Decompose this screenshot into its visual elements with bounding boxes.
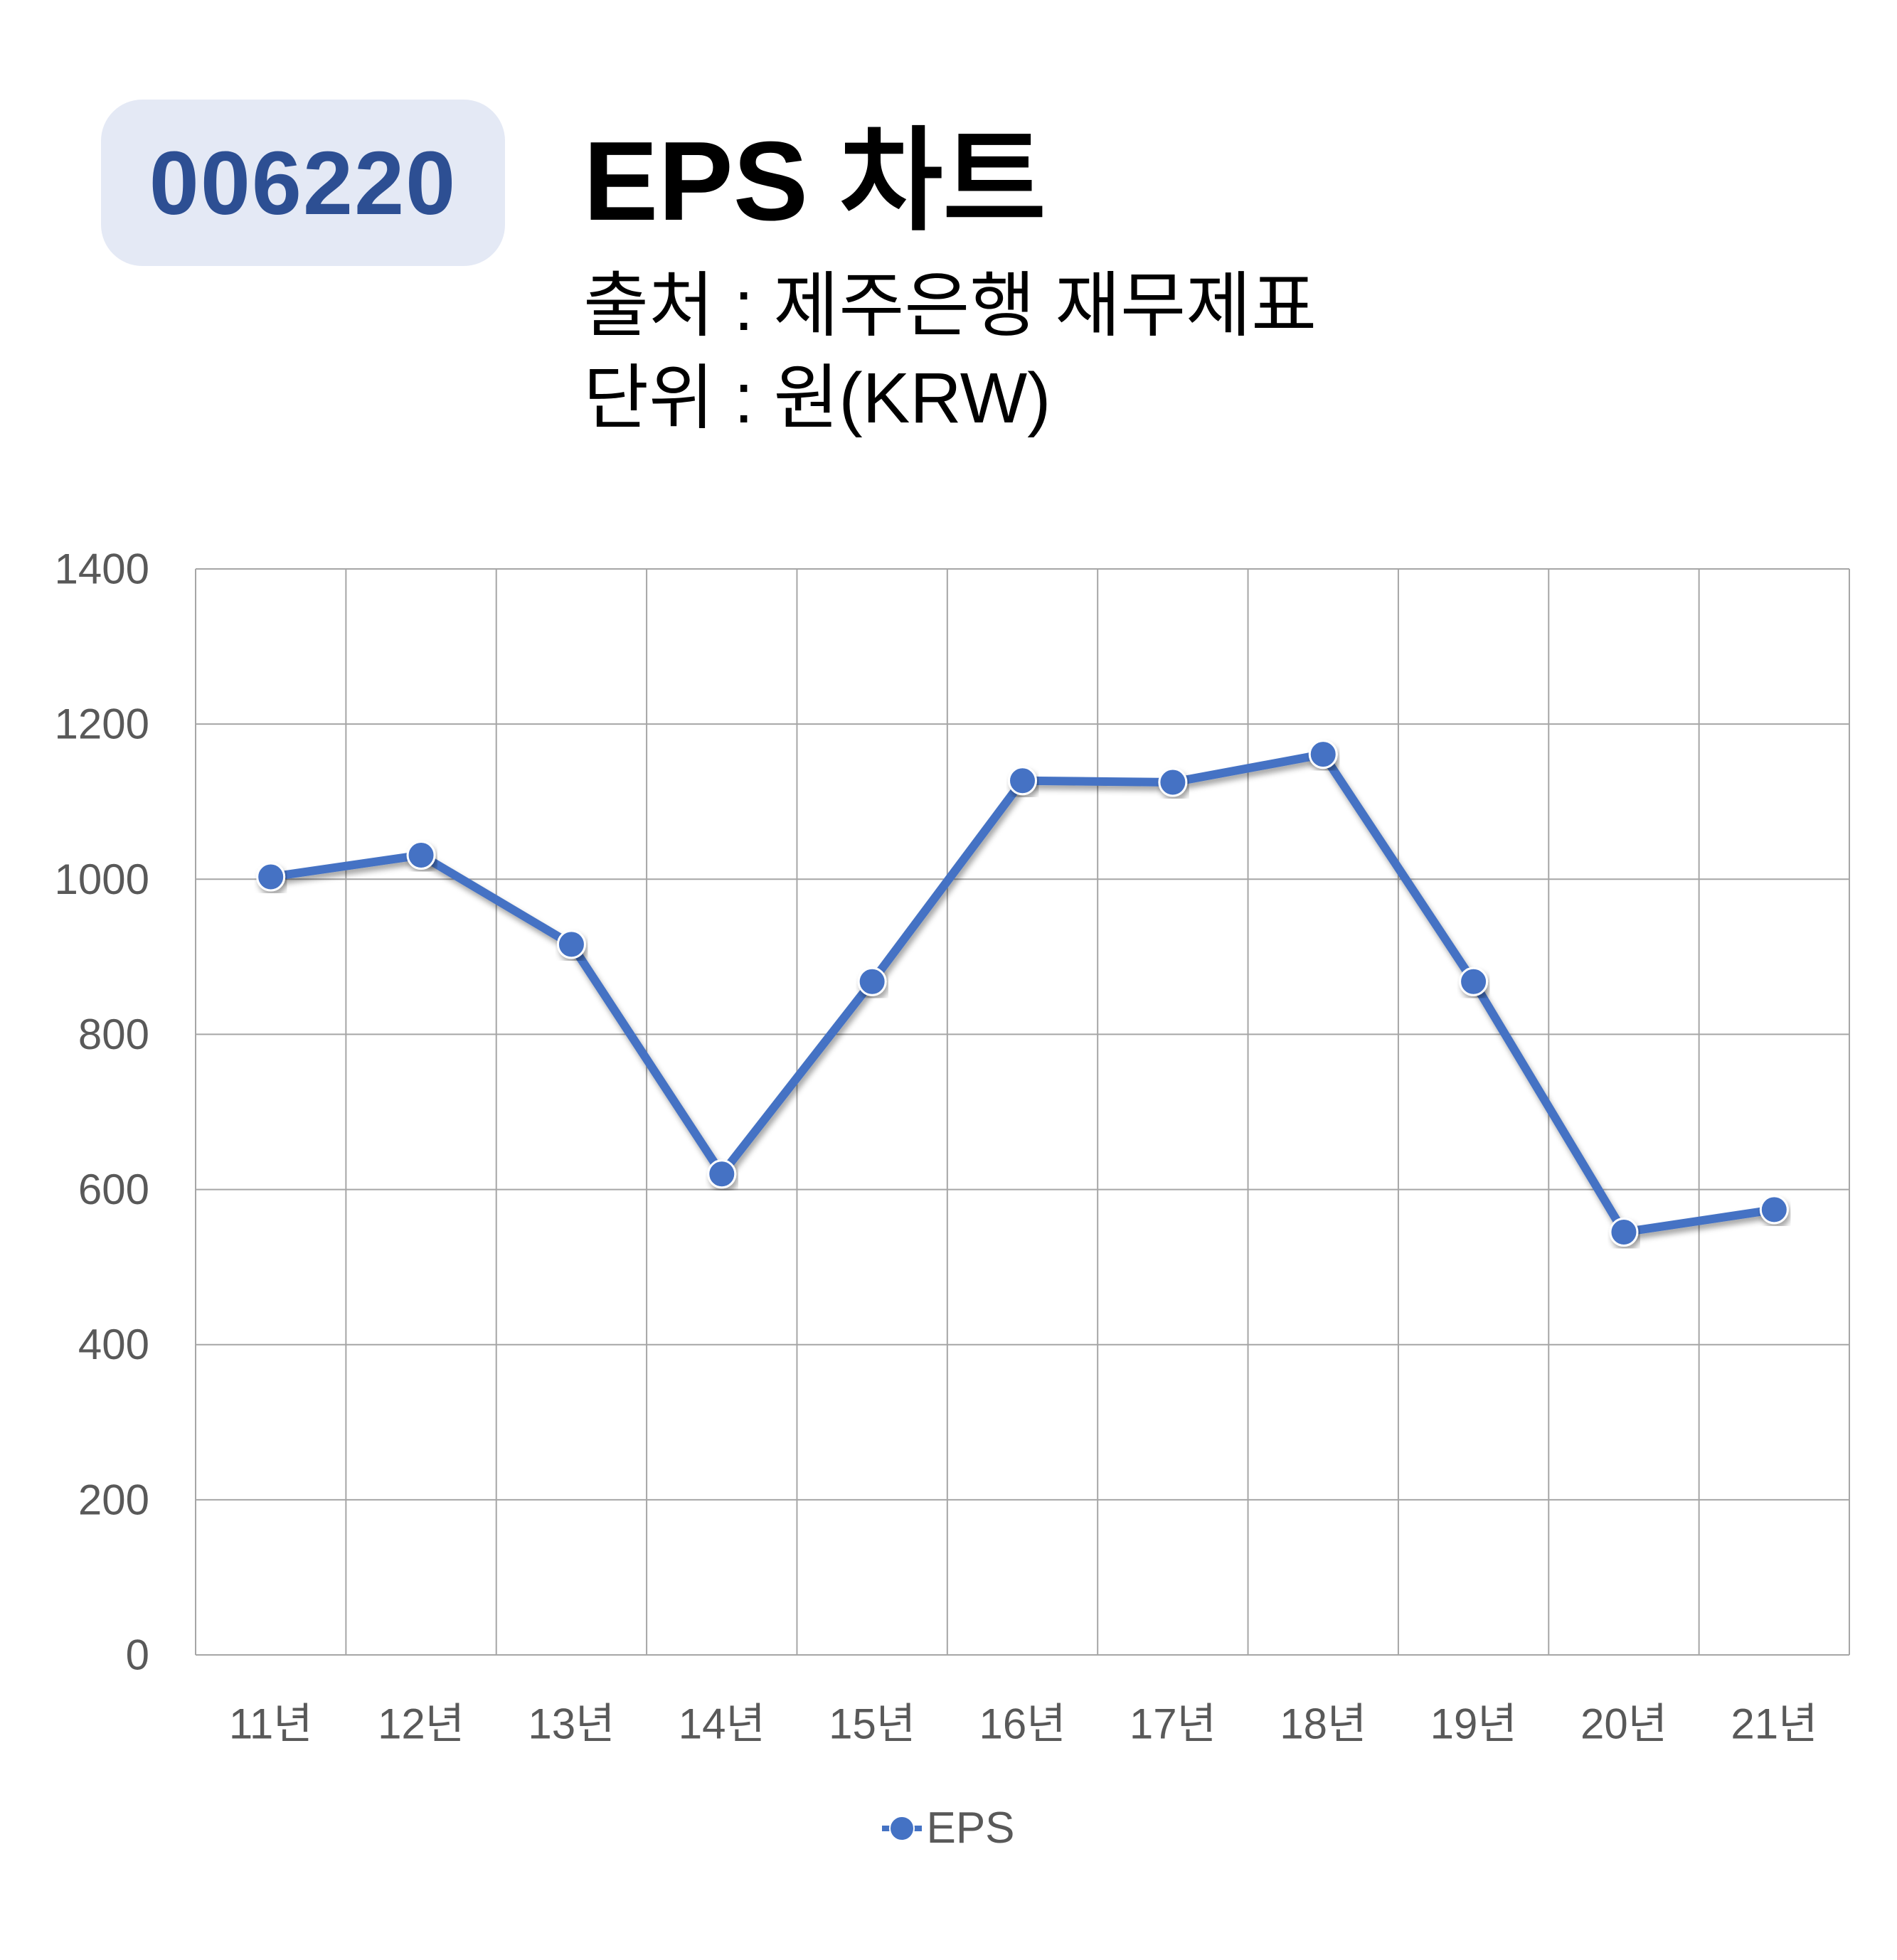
legend-label-eps: EPS (926, 1804, 1015, 1853)
y-tick-label: 600 (78, 1166, 149, 1213)
series-eps (256, 740, 1789, 1247)
x-tick-label: 18년 (1280, 1700, 1366, 1748)
data-point-marker (707, 1159, 737, 1189)
eps-line-chart: 0 200 400 600 800 1000 1200 1400 11년 12년 13년 14년 15… (55, 545, 1850, 1748)
data-point-marker (857, 966, 887, 996)
x-tick-label: 15년 (829, 1700, 915, 1748)
y-tick-label: 800 (78, 1011, 149, 1058)
chart-legend: EPS (0, 1803, 1897, 1853)
data-point-marker (556, 930, 586, 959)
y-tick-label: 1000 (55, 856, 149, 903)
data-point-marker (1158, 767, 1188, 797)
source-label: 출처 : 제주은행 재무제표 (583, 266, 1317, 346)
x-tick-label: 21년 (1731, 1700, 1817, 1748)
data-point-marker (256, 862, 286, 892)
data-point-marker (1459, 966, 1489, 996)
data-point-marker (1308, 740, 1338, 769)
data-point-marker (1609, 1218, 1639, 1247)
x-tick-label: 16년 (979, 1700, 1066, 1748)
legend-marker-icon (882, 1809, 923, 1848)
y-tick-label: 1400 (55, 545, 149, 593)
x-axis-ticks: 11년 12년 13년 14년 15년 16년 17년 18년 19년 20년 21년 (229, 1700, 1817, 1748)
x-tick-label: 11년 (229, 1700, 313, 1748)
stock-code-badge: 006220 (101, 100, 505, 266)
y-axis-ticks: 0 200 400 600 800 1000 1200 1400 (55, 545, 149, 1679)
y-tick-label: 1200 (55, 701, 149, 748)
y-tick-label: 0 (126, 1631, 149, 1679)
x-tick-label: 19년 (1430, 1700, 1517, 1748)
data-point-marker (1759, 1195, 1789, 1225)
x-tick-label: 12년 (378, 1700, 464, 1748)
x-tick-label: 17년 (1130, 1700, 1216, 1748)
x-tick-label: 14년 (679, 1700, 765, 1748)
chart-title: EPS 차트 (583, 119, 1046, 244)
x-tick-label: 13년 (528, 1700, 615, 1748)
grid-lines (195, 568, 1850, 1656)
y-tick-label: 400 (78, 1321, 149, 1368)
x-tick-label: 20년 (1580, 1700, 1667, 1748)
data-point-marker (406, 840, 436, 870)
data-point-marker (1008, 766, 1037, 796)
unit-label: 단위 : 원(KRW) (583, 358, 1051, 438)
y-tick-label: 200 (78, 1476, 149, 1523)
